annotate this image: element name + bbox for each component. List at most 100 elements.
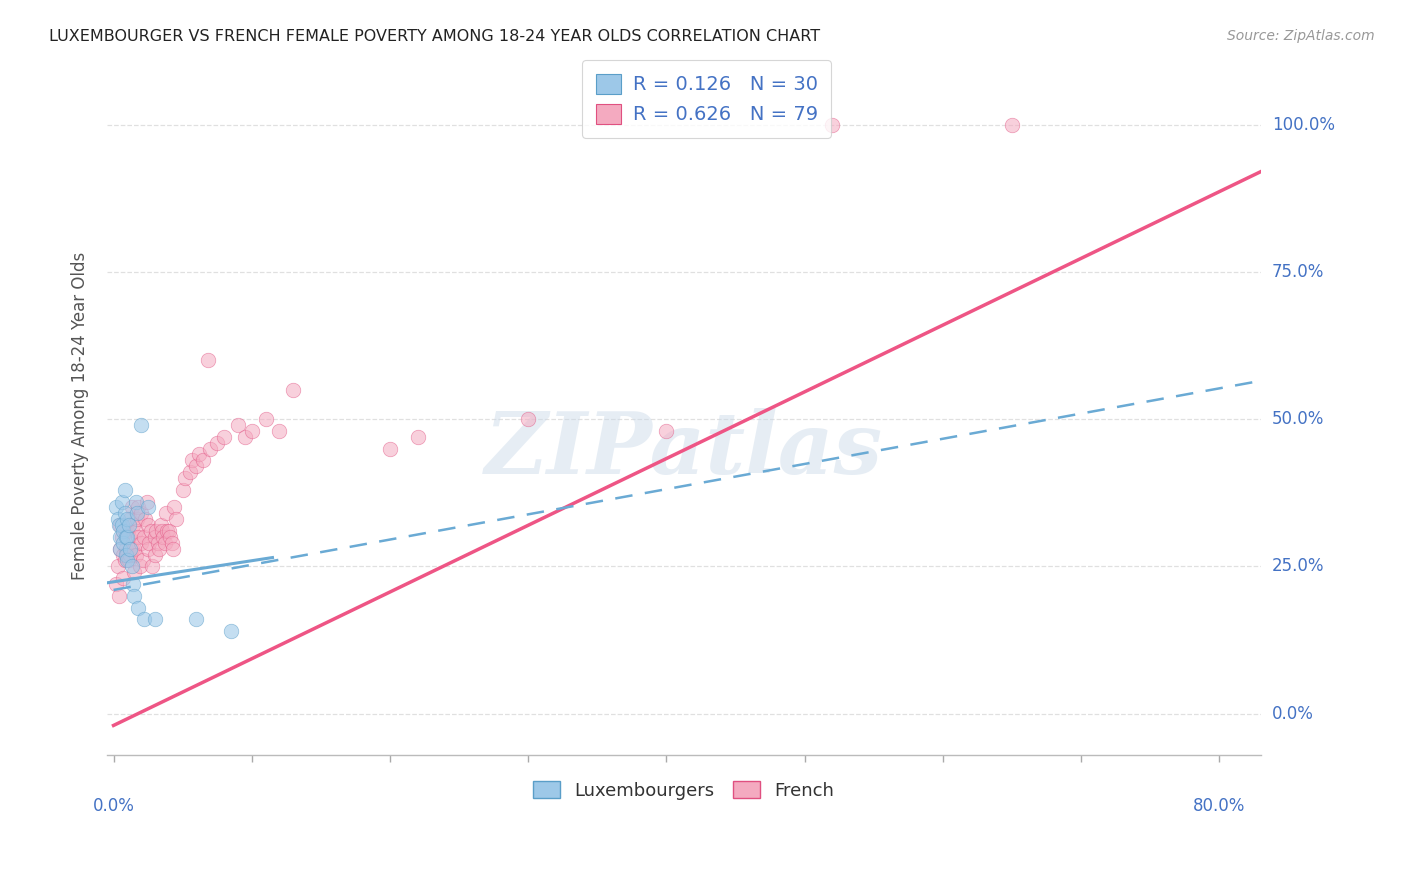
Text: 100.0%: 100.0% (1272, 116, 1334, 134)
Point (172, 483, 194, 497)
Point (136, 518, 159, 533)
Point (107, 512, 129, 526)
Point (120, 512, 142, 526)
Point (283, 383, 305, 397)
Point (821, 118, 844, 132)
Point (655, 424, 678, 438)
Point (121, 500, 143, 515)
Point (127, 530, 149, 544)
Text: ZIPatlas: ZIPatlas (485, 409, 883, 491)
Point (212, 430, 235, 444)
Point (152, 530, 174, 544)
Point (115, 541, 138, 556)
Point (193, 453, 215, 467)
Point (118, 518, 141, 533)
Point (111, 518, 134, 533)
Point (114, 524, 136, 538)
Point (105, 500, 128, 515)
Point (122, 541, 145, 556)
Point (117, 548, 139, 562)
Text: 0.0%: 0.0% (1272, 705, 1313, 723)
Point (124, 494, 146, 508)
Point (108, 518, 131, 533)
Point (120, 541, 142, 556)
Point (150, 524, 173, 538)
Point (132, 612, 155, 626)
Point (122, 577, 145, 591)
Point (155, 507, 177, 521)
Point (157, 524, 180, 538)
Point (179, 465, 201, 479)
Point (124, 548, 146, 562)
Point (125, 507, 148, 521)
Point (188, 447, 211, 461)
Point (120, 548, 142, 562)
Point (122, 589, 145, 603)
Point (186, 459, 208, 474)
Point (233, 430, 256, 444)
Point (148, 541, 170, 556)
Point (110, 518, 132, 533)
Point (136, 541, 159, 556)
Point (141, 559, 163, 574)
Point (117, 512, 139, 526)
Point (112, 571, 135, 585)
Point (129, 536, 152, 550)
Point (156, 524, 179, 538)
Text: 80.0%: 80.0% (1194, 797, 1246, 814)
Point (128, 559, 150, 574)
Point (145, 524, 167, 538)
Point (111, 530, 134, 544)
Point (131, 553, 153, 567)
Point (269, 424, 291, 438)
Point (112, 524, 135, 538)
Point (163, 500, 186, 515)
Point (139, 524, 162, 538)
Text: LUXEMBOURGER VS FRENCH FEMALE POVERTY AMONG 18-24 YEAR OLDS CORRELATION CHART: LUXEMBOURGER VS FRENCH FEMALE POVERTY AM… (49, 29, 820, 44)
Point (117, 553, 139, 567)
Point (118, 553, 141, 567)
Point (160, 536, 183, 550)
Point (115, 530, 138, 544)
Point (138, 536, 160, 550)
Point (174, 471, 197, 485)
Text: 75.0%: 75.0% (1272, 263, 1324, 281)
Point (378, 442, 401, 456)
Text: 50.0%: 50.0% (1272, 410, 1324, 428)
Point (226, 417, 249, 432)
Point (406, 430, 429, 444)
Point (121, 541, 143, 556)
Point (129, 417, 152, 432)
Point (205, 435, 228, 450)
Point (517, 412, 540, 426)
Point (143, 530, 166, 544)
Point (110, 541, 132, 556)
Point (117, 530, 139, 544)
Point (135, 494, 157, 508)
Point (197, 353, 219, 368)
Point (181, 453, 204, 467)
Point (129, 507, 152, 521)
Point (114, 507, 136, 521)
Point (127, 500, 149, 515)
Point (122, 518, 145, 533)
Point (112, 536, 135, 550)
Point (219, 624, 242, 639)
Point (117, 524, 139, 538)
Point (110, 530, 132, 544)
Point (108, 589, 131, 603)
Point (149, 518, 172, 533)
Point (136, 500, 159, 515)
Point (186, 612, 208, 626)
Point (110, 541, 132, 556)
Point (115, 548, 138, 562)
Point (111, 494, 134, 508)
Point (143, 548, 166, 562)
Point (125, 512, 148, 526)
Point (200, 442, 222, 456)
Point (146, 536, 169, 550)
Text: Source: ZipAtlas.com: Source: ZipAtlas.com (1227, 29, 1375, 43)
Y-axis label: Female Poverty Among 18-24 Year Olds: Female Poverty Among 18-24 Year Olds (72, 252, 89, 581)
Point (159, 530, 181, 544)
Point (105, 577, 128, 591)
